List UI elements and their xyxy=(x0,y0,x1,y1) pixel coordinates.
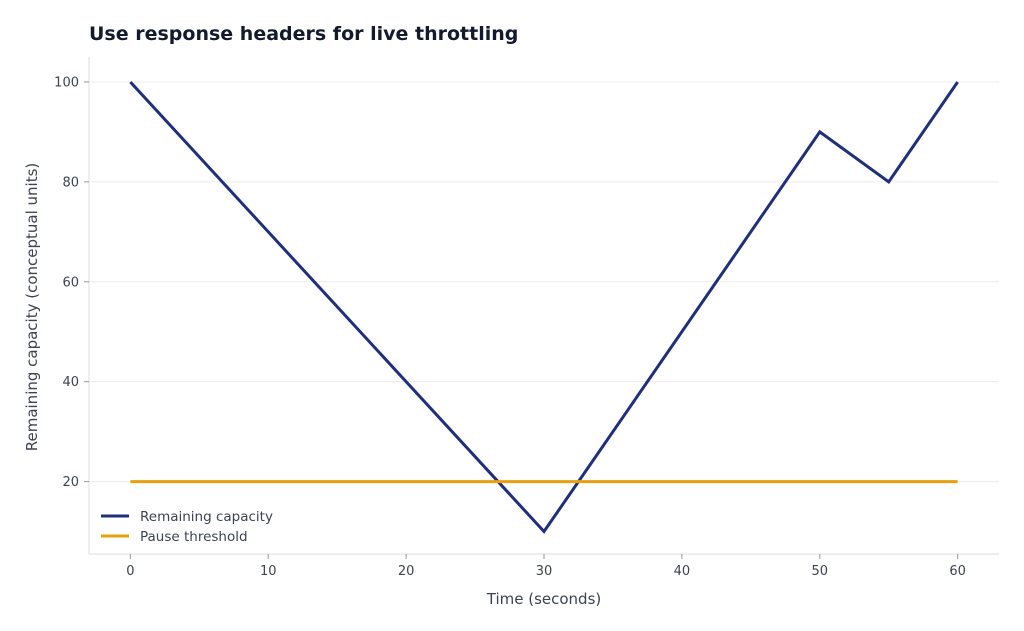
series-line-remaining-capacity xyxy=(129,80,959,534)
y-tick-label-0: 20 xyxy=(62,475,79,490)
y-tick-label-4: 100 xyxy=(54,75,79,90)
y-tick-label-1: 40 xyxy=(62,375,79,390)
x-tick-label-0: 0 xyxy=(126,564,134,579)
y-tick-label-2: 60 xyxy=(62,275,79,290)
y-tick-label-3: 80 xyxy=(62,175,79,190)
x-tick-label-2: 20 xyxy=(398,564,415,579)
series-lines xyxy=(129,80,959,534)
legend-label-0: Remaining capacity xyxy=(140,509,273,525)
x-tick-label-1: 10 xyxy=(260,564,277,579)
legend-label-1: Pause threshold xyxy=(140,529,248,545)
chart-title: Use response headers for live throttling xyxy=(89,23,518,45)
x-tick-label-6: 60 xyxy=(949,564,966,579)
y-axis-label: Remaining capacity (conceptual units) xyxy=(23,163,41,452)
x-tick-label-5: 50 xyxy=(811,564,828,579)
tick-labels: 20 40 60 80 100 0 10 20 30 40 50 60 xyxy=(54,75,966,579)
x-axis-label: Time (seconds) xyxy=(486,590,602,608)
legend: Remaining capacity Pause threshold xyxy=(101,509,273,545)
x-tick-label-4: 40 xyxy=(674,564,691,579)
x-tick-label-3: 30 xyxy=(536,564,553,579)
